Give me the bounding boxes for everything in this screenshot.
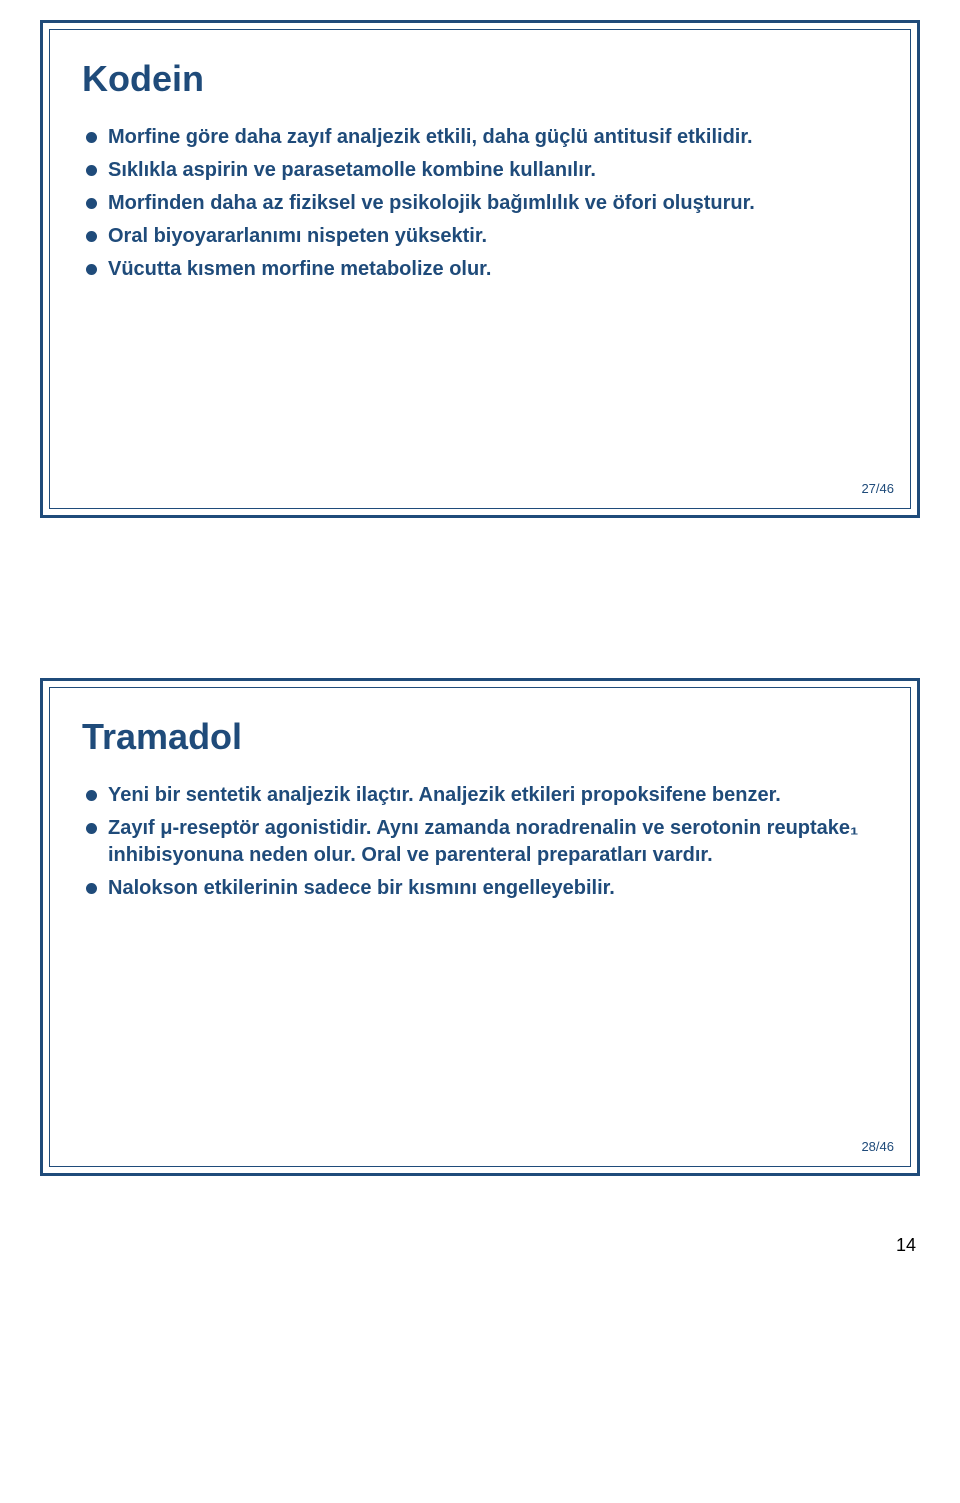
bullet-item: Vücutta kısmen morfine metabolize olur.: [82, 256, 878, 283]
slide-inner: Tramadol Yeni bir sentetik analjezik ila…: [49, 687, 911, 1167]
bullet-list: Yeni bir sentetik analjezik ilaçtır. Ana…: [82, 782, 878, 902]
bullet-item: Yeni bir sentetik analjezik ilaçtır. Ana…: [82, 782, 878, 809]
bullet-item: Zayıf μ-reseptör agonistidir. Aynı zaman…: [82, 815, 878, 869]
slide-title: Kodein: [82, 58, 878, 100]
slide-number: 27/46: [861, 481, 894, 496]
bullet-item: Sıklıkla aspirin ve parasetamolle kombin…: [82, 157, 878, 184]
slide-number: 28/46: [861, 1139, 894, 1154]
bullet-item: Morfine göre daha zayıf analjezik etkili…: [82, 124, 878, 151]
document-page: Kodein Morfine göre daha zayıf analjezik…: [0, 0, 960, 1276]
slide-title: Tramadol: [82, 716, 878, 758]
bullet-item: Oral biyoyararlanımı nispeten yüksektir.: [82, 223, 878, 250]
slide-inner: Kodein Morfine göre daha zayıf analjezik…: [49, 29, 911, 509]
bullet-item: Morfinden daha az fiziksel ve psikolojik…: [82, 190, 878, 217]
bullet-list: Morfine göre daha zayıf analjezik etkili…: [82, 124, 878, 283]
page-number: 14: [896, 1235, 916, 1256]
bullet-item: Nalokson etkilerinin sadece bir kısmını …: [82, 875, 878, 902]
slide-tramadol: Tramadol Yeni bir sentetik analjezik ila…: [40, 678, 920, 1176]
slide-kodein: Kodein Morfine göre daha zayıf analjezik…: [40, 20, 920, 518]
